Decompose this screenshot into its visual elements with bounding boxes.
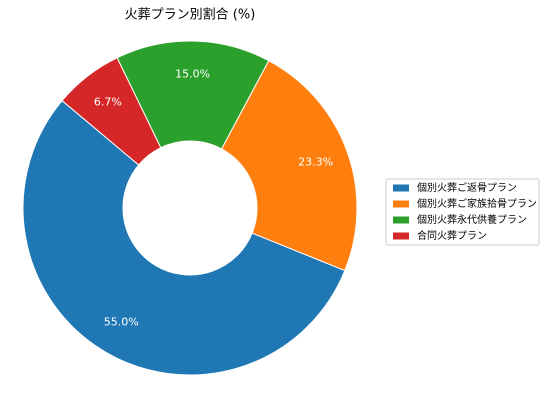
legend-swatch xyxy=(393,216,409,224)
legend-label: 合同火葬プラン xyxy=(417,229,487,242)
value-label: 55.0% xyxy=(104,316,139,329)
value-label: 15.0% xyxy=(175,67,210,80)
legend-swatch xyxy=(393,200,409,208)
legend-label: 個別火葬ご家族拾骨プラン xyxy=(417,197,537,210)
wedge xyxy=(22,99,346,376)
legend-label: 個別火葬ご返骨プラン xyxy=(417,181,517,194)
legend-swatch xyxy=(393,232,409,240)
legend-swatch xyxy=(393,184,409,192)
wedge xyxy=(220,60,358,272)
legend-box xyxy=(385,178,540,246)
legend-label: 個別火葬永代供養プラン xyxy=(417,213,527,226)
value-label: 23.3% xyxy=(298,155,333,168)
wedge xyxy=(61,57,162,166)
wedge xyxy=(116,40,270,150)
chart-title: 火葬プラン別割合 (%) xyxy=(125,7,256,23)
value-label: 6.7% xyxy=(94,96,122,109)
